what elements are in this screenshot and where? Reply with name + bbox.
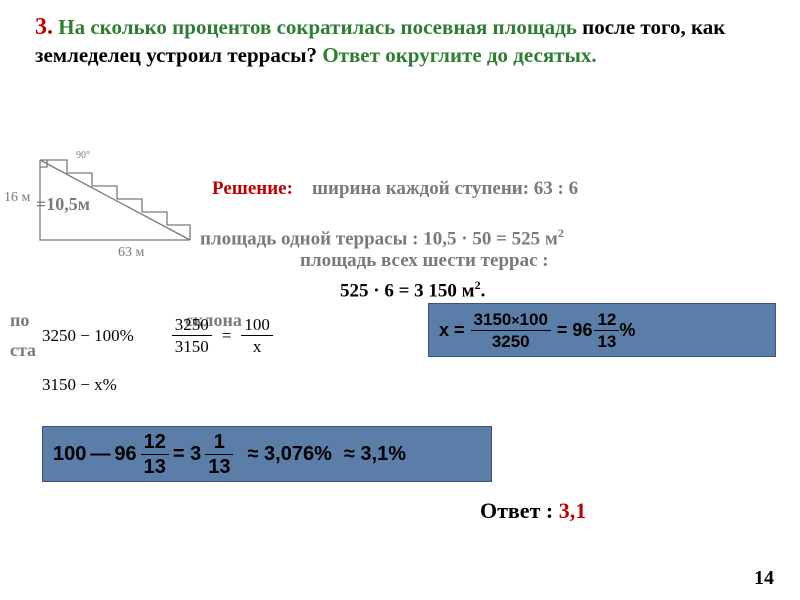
truncated-text: ста: [10, 340, 36, 361]
horizontal-dimension-label: 63 м: [118, 245, 144, 261]
solution-line-1: ширина каждой ступени: 63 : 6: [312, 178, 578, 200]
x-solution-box: x = 3150×100 3250 = 96 12 13 %: [428, 303, 776, 357]
proportion-equation: 3250 − 100% 3250 3150 = 100 x: [42, 316, 273, 355]
page-number: 14: [754, 567, 774, 590]
problem-statement: 3. На сколько процентов сократилась посе…: [35, 12, 755, 68]
vertical-dimension-label: 16 м: [4, 190, 30, 206]
solution-line-3: площадь всех шести террас :: [300, 250, 549, 272]
truncated-text: по: [10, 310, 29, 331]
solution-line-4: 525 · 6 = 3 150 м2.: [340, 278, 485, 302]
problem-number: 3.: [35, 14, 53, 40]
solution-heading: Решение:: [212, 178, 293, 200]
angle-label: 90°: [76, 150, 90, 161]
final-calculation-box: 100 — 96 12 13 = 3 1 13 ≈ 3,076% ≈ 3,1%: [42, 426, 492, 482]
proportion-second-row: 3150 − x%: [42, 375, 117, 395]
answer-line: Ответ : 3,1: [480, 498, 586, 524]
solution-line-2: площадь одной террасы : 10,5 · 50 = 525 …: [200, 226, 564, 250]
step-width-result: =10,5м: [36, 194, 90, 215]
